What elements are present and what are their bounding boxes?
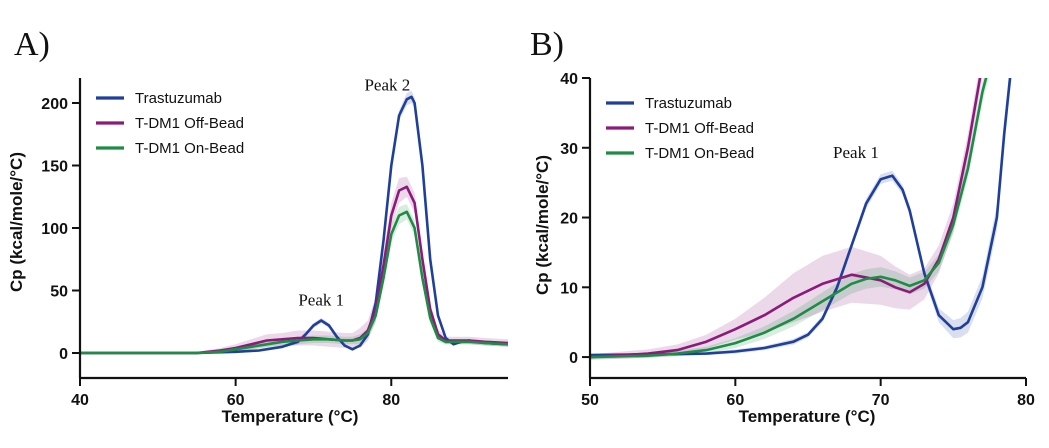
x-tick-label: 40 xyxy=(71,392,89,409)
series-line-1 xyxy=(590,78,1012,357)
y-tick-label: 0 xyxy=(59,346,68,363)
y-tick-label: 20 xyxy=(560,211,578,228)
panel-a-ticks: 40 60 80 0 50 100 150 200 xyxy=(41,96,400,409)
panel-a: A) 40 60 80 0 50 100 150 200 Temperature (°C) C… xyxy=(7,26,508,426)
band-2 xyxy=(590,78,983,360)
legend-entry-2: T-DM1 Off-Bead xyxy=(645,120,754,137)
legend-entry-3: T-DM1 On-Bead xyxy=(645,145,754,162)
y-tick-label: 150 xyxy=(41,159,68,176)
x-tick-label: 70 xyxy=(872,392,890,409)
y-tick-label: 50 xyxy=(50,284,68,301)
x-tick-label: 80 xyxy=(382,392,400,409)
panel-a-letter: A) xyxy=(14,26,50,63)
series-line-3 xyxy=(590,78,988,359)
panel-b-annotations: Peak 1 xyxy=(833,143,879,162)
x-tick-label: 60 xyxy=(227,392,245,409)
panel-b-y-axis-title: Cp (kcal/mole/°C) xyxy=(533,155,552,295)
x-tick-label: 80 xyxy=(1017,392,1035,409)
series-line-3 xyxy=(80,210,508,355)
band-1 xyxy=(590,78,1012,357)
y-tick-label: 0 xyxy=(569,350,578,367)
legend-background xyxy=(88,84,266,182)
y-tick-label: 30 xyxy=(560,141,578,158)
panel-b-lines xyxy=(590,78,1012,359)
panel-b-ticks: 50 60 70 80 0 10 20 30 40 xyxy=(560,71,1035,409)
legend-entry-1: Trastuzumab xyxy=(135,90,222,107)
y-tick-label: 200 xyxy=(41,96,68,113)
panel-b-letter: B) xyxy=(530,26,564,63)
legend-entry-1: Trastuzumab xyxy=(645,95,732,112)
panel-a-legend: Trastuzumab T-DM1 Off-Bead T-DM1 On-Bead xyxy=(88,84,266,182)
panel-b-bands xyxy=(590,78,1012,360)
panel-a-annotations: Peak 1 Peak 2 xyxy=(298,76,410,310)
y-tick-label: 100 xyxy=(41,221,68,238)
panel-b-legend: Trastuzumab T-DM1 Off-Bead T-DM1 On-Bead xyxy=(606,95,754,162)
legend-entry-3: T-DM1 On-Bead xyxy=(135,140,244,157)
panel-b-axes xyxy=(588,78,1026,380)
x-tick-label: 50 xyxy=(581,392,599,409)
panel-b: B) 50 60 70 80 0 10 20 30 40 Temperature (°C) Cp… xyxy=(530,26,1035,426)
legend-entry-2: T-DM1 Off-Bead xyxy=(135,115,244,132)
y-tick-label: 40 xyxy=(560,71,578,88)
panel-b-x-axis-title: Temperature (°C) xyxy=(739,407,876,426)
annotation-1: Peak 1 xyxy=(833,143,879,162)
annotation-2: Peak 2 xyxy=(364,76,410,95)
panel-a-y-axis-title: Cp (kcal/mole/°C) xyxy=(7,152,26,292)
panel-a-x-axis-title: Temperature (°C) xyxy=(222,407,359,426)
panel-a-lines xyxy=(80,95,508,355)
y-tick-label: 10 xyxy=(560,280,578,297)
series-line-2 xyxy=(590,78,982,359)
x-tick-label: 60 xyxy=(726,392,744,409)
band-2 xyxy=(80,176,508,355)
annotation-1: Peak 1 xyxy=(298,291,344,310)
series-line-2 xyxy=(80,185,508,355)
